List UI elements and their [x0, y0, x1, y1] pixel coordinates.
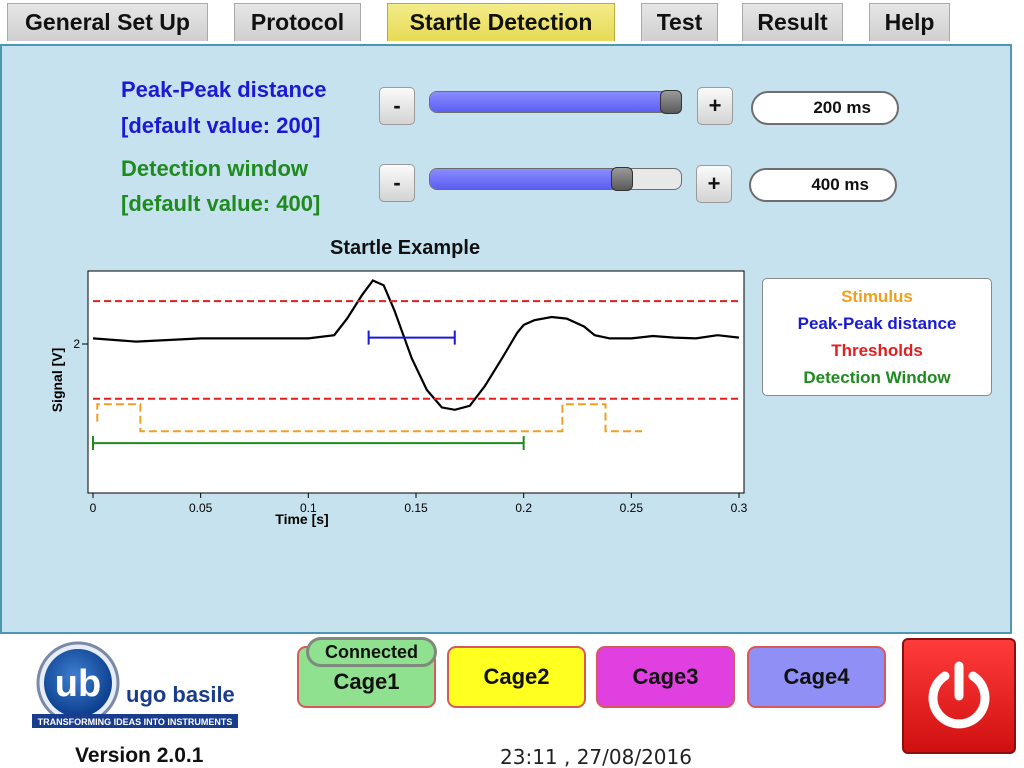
detection-window-slider[interactable] — [429, 168, 682, 190]
tab-result[interactable]: Result — [742, 3, 843, 41]
x-tick-label: 0 — [90, 501, 97, 515]
tab-startle-detection[interactable]: Startle Detection — [387, 3, 615, 41]
datetime-label: 23:11 , 27/08/2016 — [500, 745, 692, 768]
cage2-button[interactable]: Cage2 — [447, 646, 586, 708]
connection-status-badge: Connected — [306, 637, 437, 667]
x-axis-ticks: 0 0.05 0.1 0.15 0.2 0.25 0.3 — [90, 493, 748, 515]
detection-window-title: Detection window — [121, 156, 308, 181]
peak-distance-slider-fill — [430, 92, 672, 112]
legend-thresholds: Thresholds — [831, 340, 923, 360]
tab-test[interactable]: Test — [641, 3, 718, 41]
x-tick-label: 0.15 — [404, 501, 428, 515]
cage1-label: Cage1 — [333, 669, 400, 694]
y-tick-label: 2 — [73, 337, 80, 351]
peak-distance-increase-button[interactable]: + — [697, 87, 733, 125]
peak-distance-value: 200 ms — [751, 91, 899, 125]
peak-distance-title: Peak-Peak distance — [121, 77, 327, 102]
svg-text:TRANSFORMING IDEAS INTO INSTRU: TRANSFORMING IDEAS INTO INSTRUMENTS — [38, 717, 233, 727]
peak-distance-slider-thumb[interactable] — [660, 90, 682, 114]
svg-text:ugo basile: ugo basile — [126, 682, 235, 707]
detection-window-slider-fill — [430, 169, 623, 189]
plot-area — [87, 270, 745, 494]
detection-window-decrease-button[interactable]: - — [379, 164, 415, 202]
power-button[interactable] — [902, 638, 1016, 754]
peak-distance-default: [default value: 200] — [121, 113, 321, 138]
stimulus-line — [96, 403, 643, 433]
ugo-basile-logo: ub ugo basile TRANSFORMING IDEAS INTO IN… — [32, 641, 238, 728]
peak-distance-decrease-button[interactable]: - — [379, 87, 415, 125]
cage3-button[interactable]: Cage3 — [596, 646, 735, 708]
x-tick-label: 0.1 — [300, 501, 317, 515]
y-axis-ticks: 2 — [73, 337, 88, 351]
legend-detection-window: Detection Window — [803, 367, 951, 387]
legend-peak-peak-distance: Peak-Peak distance — [797, 313, 957, 333]
peak-distance-slider[interactable] — [429, 91, 682, 113]
detection-window-increase-button[interactable]: + — [696, 165, 732, 203]
detection-window-default: [default value: 400] — [121, 191, 321, 216]
cage4-button[interactable]: Cage4 — [747, 646, 886, 708]
chart-legend: Stimulus Peak-Peak distance Thresholds D… — [762, 278, 992, 396]
version-label: Version 2.0.1 — [75, 744, 204, 767]
chart-title: Startle Example — [330, 237, 481, 259]
x-tick-label: 0.3 — [731, 501, 748, 515]
x-tick-label: 0.05 — [189, 501, 213, 515]
x-tick-label: 0.25 — [620, 501, 644, 515]
tab-protocol[interactable]: Protocol — [234, 3, 361, 41]
legend-stimulus: Stimulus — [841, 286, 913, 306]
detection-window-value: 400 ms — [749, 168, 897, 202]
x-axis-label: Time [s] — [275, 511, 328, 527]
startle-chart: 0 0.05 0.1 0.15 0.2 0.25 0.3 2 Time [s] Signal… — [49, 270, 748, 527]
series-layer — [92, 279, 740, 451]
power-icon — [928, 661, 990, 729]
detection-window-slider-thumb[interactable] — [611, 167, 633, 191]
signal-line — [92, 279, 740, 411]
tab-bar: General Set Up Protocol Startle Detectio… — [0, 0, 1024, 44]
tab-general-set-up[interactable]: General Set Up — [7, 3, 208, 41]
svg-text:ub: ub — [55, 663, 101, 705]
y-axis-label: Signal [V] — [49, 348, 65, 413]
tab-help[interactable]: Help — [869, 3, 950, 41]
x-tick-label: 0.2 — [515, 501, 532, 515]
